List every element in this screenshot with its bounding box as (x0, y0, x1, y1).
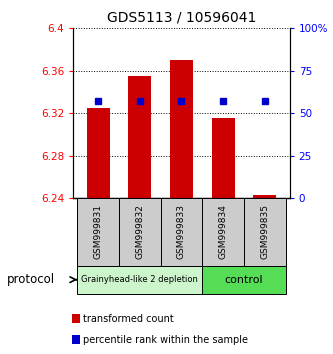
Bar (119, 198, 161, 266)
Bar (170, 60, 193, 198)
Bar (253, 195, 276, 198)
Bar (161, 198, 202, 266)
Bar (212, 118, 234, 198)
Bar (202, 198, 244, 266)
Text: protocol: protocol (7, 273, 55, 286)
Bar (78, 198, 119, 266)
Text: GSM999832: GSM999832 (135, 204, 145, 259)
Text: transformed count: transformed count (83, 314, 174, 324)
Text: Grainyhead-like 2 depletion: Grainyhead-like 2 depletion (82, 275, 198, 284)
Text: GSM999833: GSM999833 (177, 204, 186, 259)
Title: GDS5113 / 10596041: GDS5113 / 10596041 (107, 10, 256, 24)
Bar (78, 266, 202, 294)
Text: percentile rank within the sample: percentile rank within the sample (83, 335, 248, 345)
Text: GSM999831: GSM999831 (94, 204, 103, 259)
Bar (87, 108, 110, 198)
Bar (202, 266, 286, 294)
Bar (129, 76, 151, 198)
Text: control: control (225, 275, 263, 285)
Text: GSM999835: GSM999835 (260, 204, 269, 259)
Bar (244, 198, 286, 266)
Text: GSM999834: GSM999834 (218, 204, 228, 259)
